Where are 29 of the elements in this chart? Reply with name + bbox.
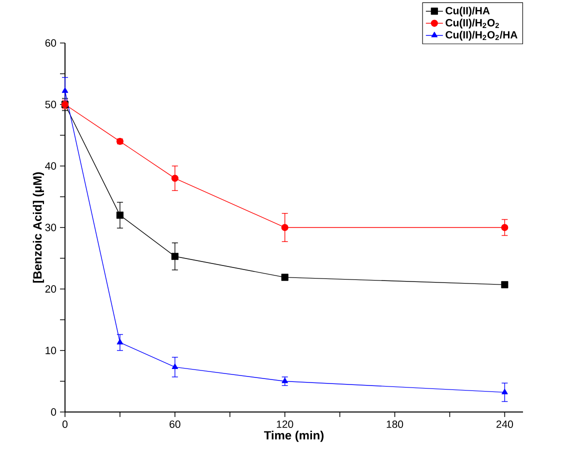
point <box>116 338 124 344</box>
point <box>116 212 124 219</box>
y-tick-label: 20 <box>45 285 56 293</box>
point <box>501 224 508 232</box>
y-tick-label: 50 <box>45 100 56 108</box>
y-tick-label: 40 <box>45 162 56 170</box>
point <box>172 364 178 370</box>
point <box>282 378 288 384</box>
point <box>281 274 288 281</box>
y-tick-label: 10 <box>46 346 56 354</box>
legend-label: Cu(II)/HA <box>446 6 490 16</box>
legend-label: Cu(II)/H$_{2}$O$_{2}$ <box>446 18 499 28</box>
point <box>281 224 288 232</box>
point <box>501 281 508 288</box>
y-tick-label: 0 <box>51 408 56 416</box>
legend-label: Cu(II)/H$_{2}$O$_{2}$/HA <box>446 30 518 41</box>
x-tick-label: 60 <box>170 420 180 428</box>
x-tick-label: 240 <box>496 420 513 428</box>
y-tick-label: 60 <box>45 39 56 47</box>
point <box>502 388 508 394</box>
x-axis-title: Time (min) <box>264 430 324 442</box>
point <box>62 87 68 93</box>
x-tick-label: 120 <box>276 420 294 428</box>
y-tick-label: 30 <box>45 224 56 232</box>
x-tick-label: 0 <box>62 420 68 428</box>
x-tick-label: 180 <box>386 420 404 428</box>
point <box>171 174 178 182</box>
point <box>171 252 178 260</box>
y-axis-title: [Benzoic Acid] (μM) <box>32 172 44 283</box>
